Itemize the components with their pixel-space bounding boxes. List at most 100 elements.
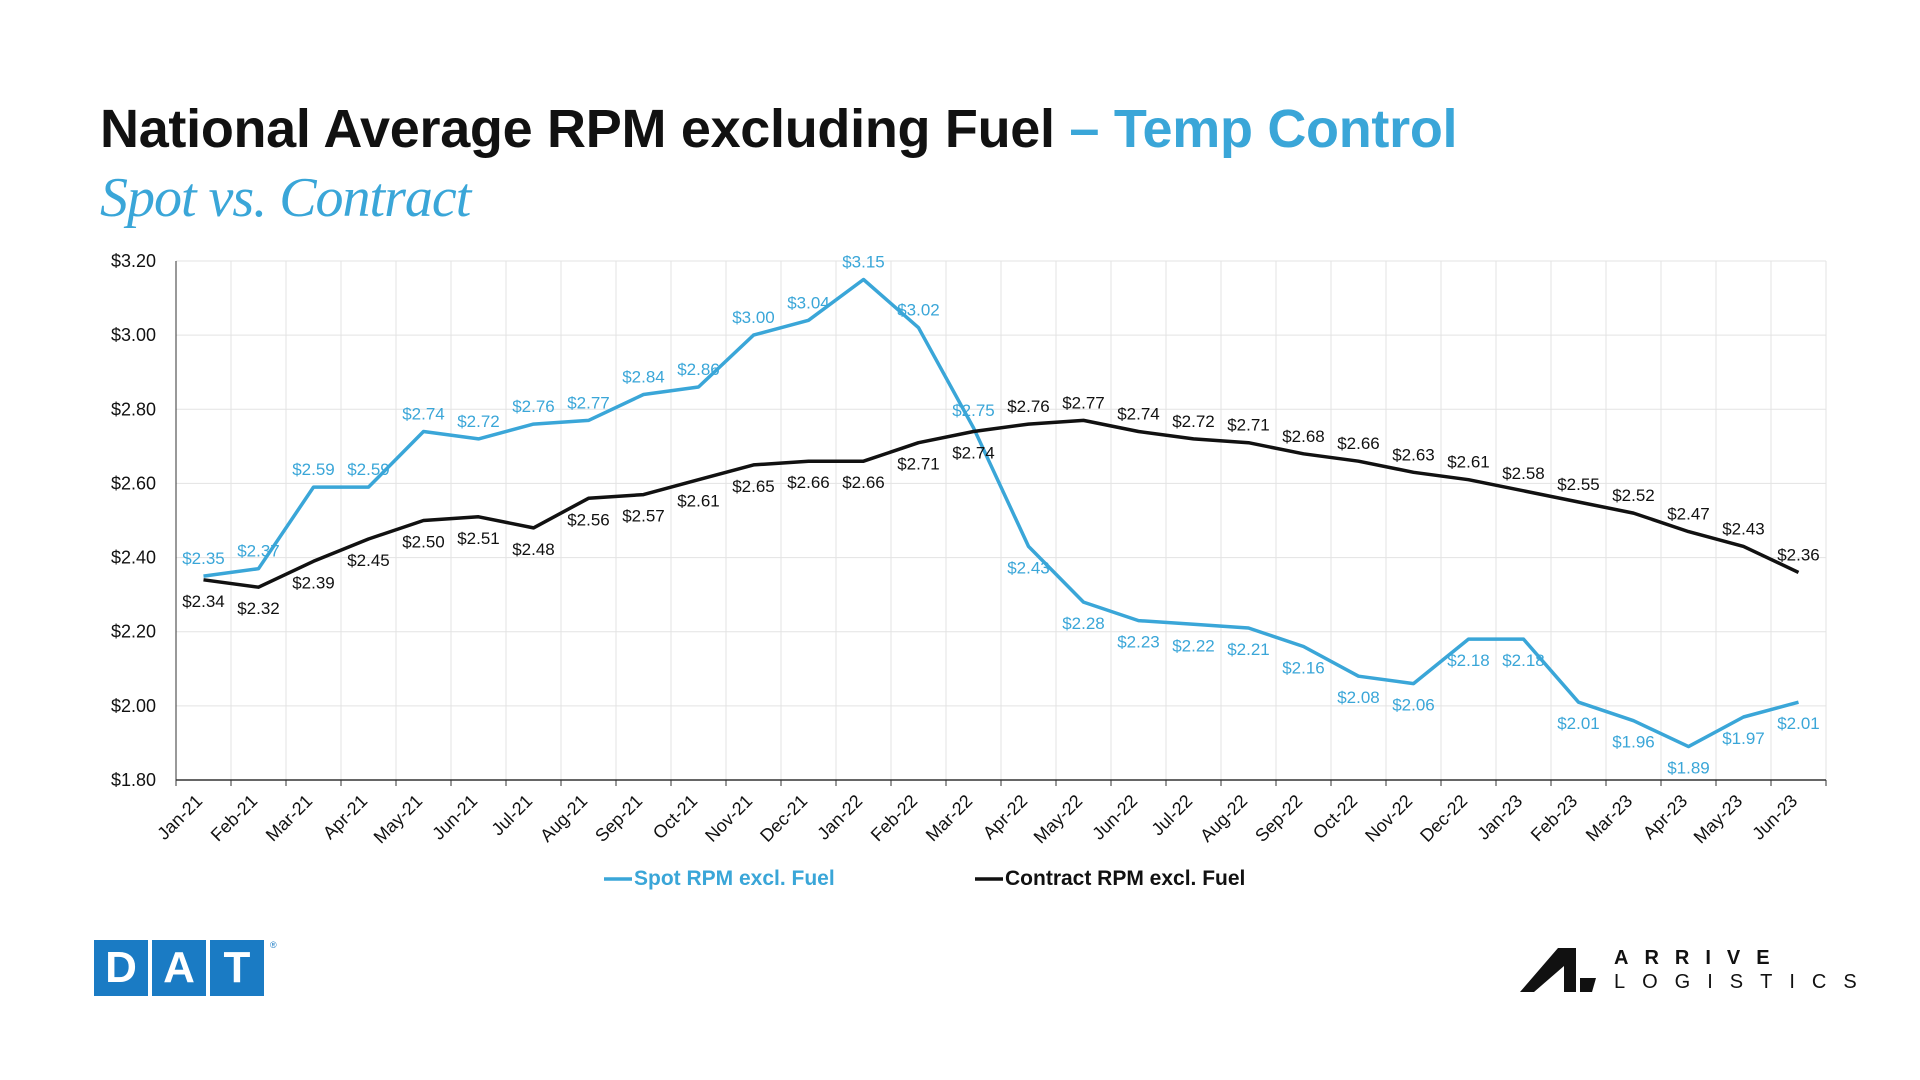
contract-data-label: $2.48 (512, 540, 555, 559)
spot-data-label: $2.18 (1502, 651, 1545, 670)
contract-data-label: $2.76 (1007, 397, 1050, 416)
y-tick-label: $3.00 (111, 325, 156, 345)
x-tick-label: Dec-21 (756, 791, 811, 846)
y-tick-label: $3.20 (111, 251, 156, 271)
contract-data-label: $2.74 (952, 444, 995, 463)
arrive-logo-icon (1520, 948, 1596, 992)
contract-data-label: $2.36 (1777, 545, 1820, 564)
x-tick-label: Mar-22 (922, 791, 976, 845)
x-tick-label: Jul-22 (1148, 791, 1197, 840)
contract-data-label: $2.47 (1667, 505, 1710, 524)
spot-data-label: $2.84 (622, 367, 665, 386)
spot-data-label: $2.22 (1172, 636, 1215, 655)
contract-data-label: $2.63 (1392, 445, 1435, 464)
spot-data-label: $2.76 (512, 397, 555, 416)
x-tick-label: Aug-21 (536, 791, 591, 846)
x-tick-label: Jan-23 (1473, 791, 1526, 844)
y-tick-label: $2.40 (111, 548, 156, 568)
spot-data-label: $2.06 (1392, 696, 1435, 715)
chart-subtitle: Spot vs. Contract (100, 167, 471, 229)
x-tick-label: Jun-21 (428, 791, 481, 844)
contract-series-line (203, 418, 1800, 589)
contract-data-label: $2.32 (237, 599, 280, 618)
x-tick-label: Feb-21 (207, 791, 261, 845)
y-tick-label: $1.80 (111, 770, 156, 790)
x-tick-label: Jun-23 (1748, 791, 1801, 844)
contract-data-label: $2.43 (1722, 519, 1765, 538)
x-tick-label: Apr-23 (1639, 791, 1691, 843)
spot-data-label: $2.43 (1007, 558, 1050, 577)
legend-label: Spot RPM excl. Fuel (634, 867, 835, 890)
contract-data-label: $2.71 (1227, 416, 1270, 435)
contract-data-label: $2.58 (1502, 464, 1545, 483)
spot-data-label: $2.86 (677, 360, 720, 379)
spot-data-label: $2.21 (1227, 640, 1270, 659)
spot-data-label: $1.89 (1667, 759, 1710, 778)
x-tick-label: May-23 (1690, 791, 1747, 848)
x-tick-label: Mar-21 (262, 791, 316, 845)
x-tick-label: Aug-22 (1196, 791, 1251, 846)
contract-data-label: $2.61 (1447, 453, 1490, 472)
contract-data-label: $2.45 (347, 551, 390, 570)
spot-data-label: $2.59 (347, 460, 390, 479)
spot-data-label: $2.01 (1557, 714, 1600, 733)
chart-title-accent: – Temp Control (1069, 99, 1458, 159)
spot-data-label: $2.72 (457, 412, 500, 431)
x-tick-label: Jan-21 (153, 791, 206, 844)
dat-logo-letter-t: T (210, 940, 264, 996)
x-tick-label: Oct-21 (649, 791, 701, 843)
x-tick-label: Apr-21 (319, 791, 371, 843)
contract-data-label: $2.57 (622, 507, 665, 526)
arrive-logo-bottom-text: LOGISTICS (1614, 971, 1874, 993)
spot-data-label: $2.75 (952, 401, 995, 420)
dat-registered-mark: ® (270, 940, 277, 950)
arrive-logistics-logo: ARRIVE LOGISTICS (1520, 946, 1874, 994)
chart-title: National Average RPM excluding Fuel – Te… (100, 98, 1458, 160)
y-tick-label: $2.80 (111, 399, 156, 419)
contract-data-label: $2.39 (292, 573, 335, 592)
contract-data-label: $2.66 (842, 473, 885, 492)
spot-data-label: $2.59 (292, 460, 335, 479)
x-tick-label: May-22 (1030, 791, 1087, 848)
contract-data-label: $2.71 (897, 455, 940, 474)
spot-data-label: $2.23 (1117, 633, 1160, 652)
x-tick-label: Jun-22 (1088, 791, 1141, 844)
spot-data-label: $2.08 (1337, 688, 1380, 707)
x-tick-label: Sep-21 (591, 791, 646, 846)
contract-data-label: $2.72 (1172, 412, 1215, 431)
spot-data-label: $3.00 (732, 308, 775, 327)
spot-data-label: $1.96 (1612, 733, 1655, 752)
chart-title-main: National Average RPM excluding Fuel (100, 99, 1055, 159)
contract-data-label: $2.34 (182, 592, 225, 611)
contract-data-label: $2.74 (1117, 405, 1160, 424)
spot-data-label: $3.02 (897, 301, 940, 320)
x-tick-label: Feb-22 (867, 791, 921, 845)
contract-data-label: $2.52 (1612, 486, 1655, 505)
spot-data-label: $2.16 (1282, 659, 1325, 678)
x-tick-label: Sep-22 (1251, 791, 1306, 846)
x-tick-label: Jan-22 (813, 791, 866, 844)
x-tick-label: Mar-23 (1582, 791, 1636, 845)
dat-logo-letter-a: A (152, 940, 206, 996)
contract-data-label: $2.66 (1337, 434, 1380, 453)
contract-data-label: $2.50 (402, 533, 445, 552)
y-tick-label: $2.00 (111, 696, 156, 716)
y-tick-label: $2.60 (111, 473, 156, 493)
x-tick-label: Nov-21 (701, 791, 756, 846)
x-tick-label: Jul-21 (488, 791, 537, 840)
contract-data-label: $2.66 (787, 473, 830, 492)
spot-data-label: $2.35 (182, 549, 225, 568)
dat-logo: D A T ® (94, 940, 277, 996)
spot-data-label: $2.37 (237, 542, 280, 561)
contract-data-label: $2.55 (1557, 475, 1600, 494)
spot-data-label: $3.15 (842, 253, 885, 272)
x-tick-label: May-21 (370, 791, 427, 848)
y-tick-label: $2.20 (111, 622, 156, 642)
x-tick-label: Dec-22 (1416, 791, 1471, 846)
spot-data-label: $2.77 (567, 393, 610, 412)
spot-series-line (203, 277, 1799, 749)
x-tick-label: Feb-23 (1527, 791, 1581, 845)
contract-data-label: $2.77 (1062, 393, 1105, 412)
contract-data-label: $2.51 (457, 529, 500, 548)
